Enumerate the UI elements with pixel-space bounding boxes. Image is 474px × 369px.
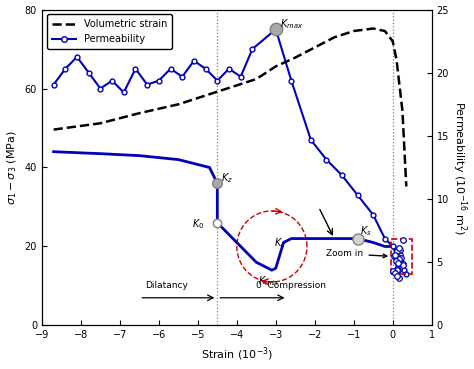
- Text: Zoom in: Zoom in: [327, 249, 387, 258]
- Legend: Volumetric strain, Permeability: Volumetric strain, Permeability: [47, 14, 172, 49]
- Y-axis label: Permeability ($10^{-16}$ m$^2$): Permeability ($10^{-16}$ m$^2$): [450, 100, 468, 234]
- Text: 0  Compression: 0 Compression: [256, 281, 326, 290]
- Text: $K_c$: $K_c$: [274, 237, 286, 250]
- Text: $K_{min}$: $K_{min}$: [258, 274, 279, 288]
- Text: $K_{max}$: $K_{max}$: [280, 17, 303, 31]
- Text: $K_z$: $K_z$: [221, 171, 233, 185]
- Text: $K_s$: $K_s$: [360, 225, 371, 238]
- X-axis label: Strain ($10^{-3}$): Strain ($10^{-3}$): [201, 346, 273, 363]
- Text: $K_0$: $K_0$: [192, 217, 204, 231]
- Y-axis label: $\sigma_1 - \sigma_3$ (MPa): $\sigma_1 - \sigma_3$ (MPa): [6, 130, 19, 205]
- Text: Dilatancy: Dilatancy: [145, 281, 188, 290]
